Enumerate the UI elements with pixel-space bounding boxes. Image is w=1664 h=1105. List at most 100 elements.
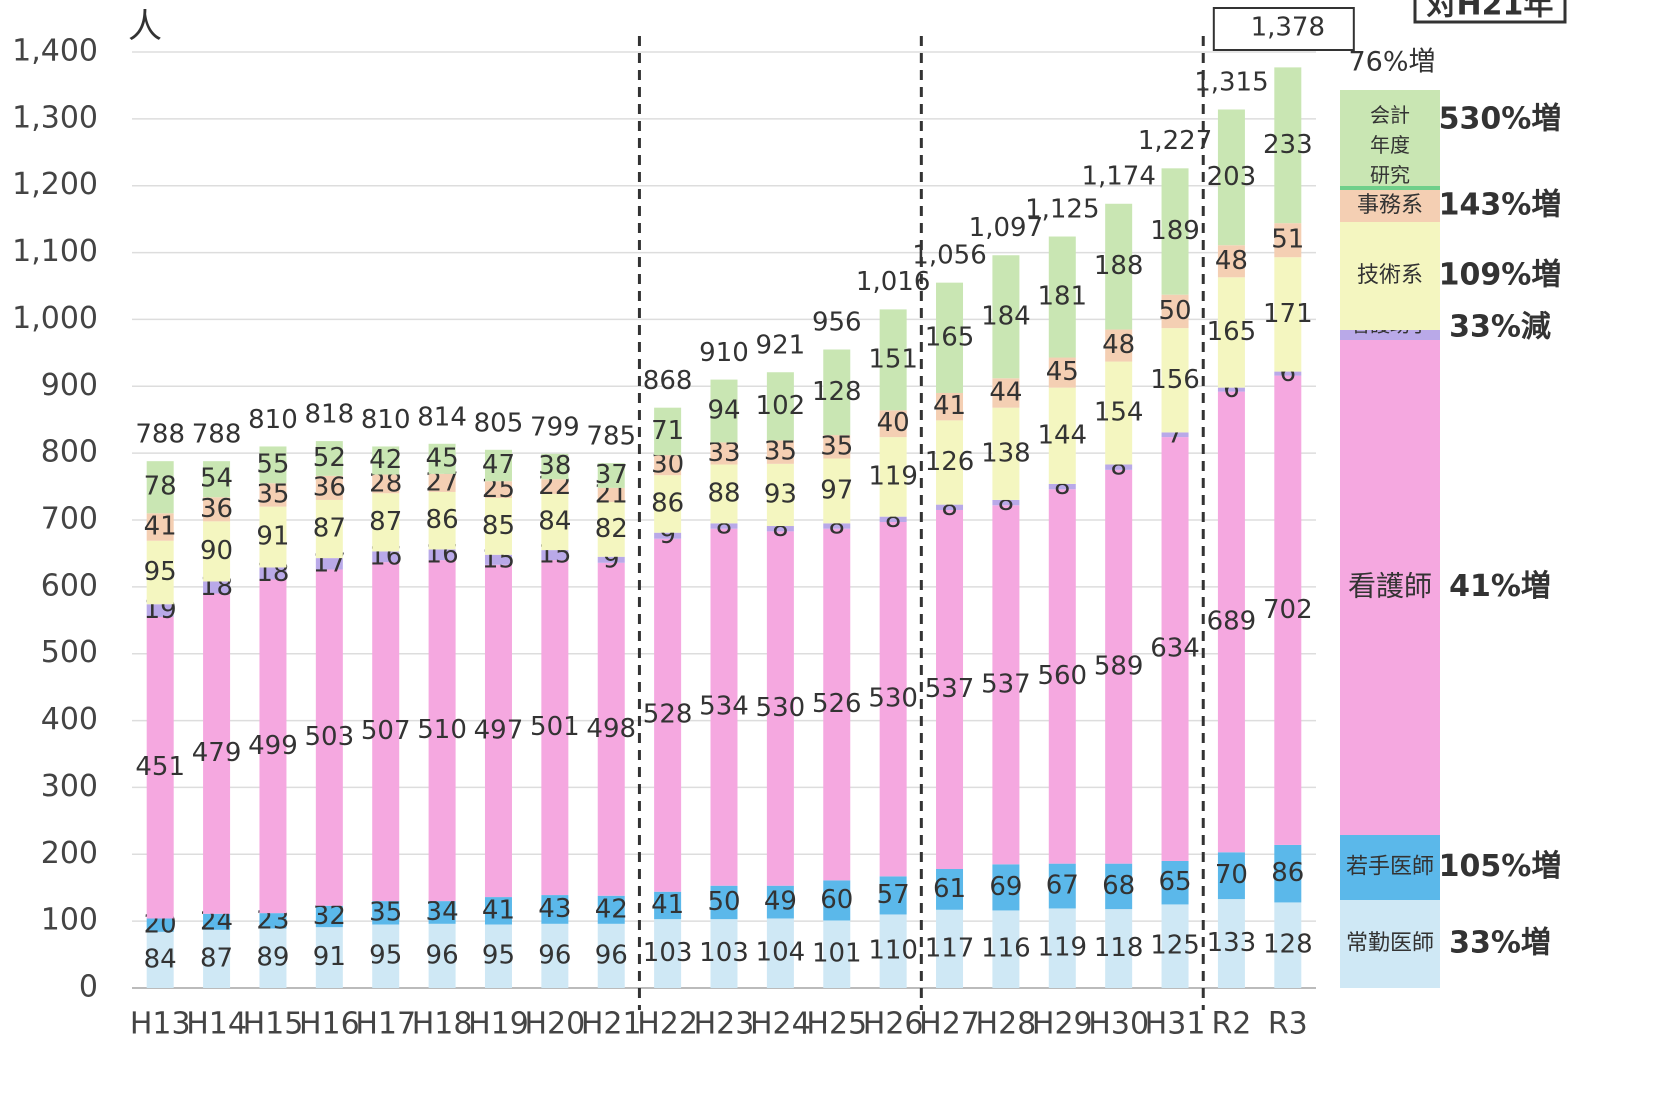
segment-label: 34: [426, 897, 459, 927]
segment-label: 203: [1207, 162, 1257, 192]
bar-segment: [654, 475, 682, 533]
segment-label: 48: [1215, 246, 1248, 276]
bar-segment: [710, 528, 738, 886]
segment-label: 93: [764, 479, 797, 509]
segment-label: 86: [426, 505, 459, 535]
segment-label: 233: [1263, 130, 1313, 160]
segment-label: 507: [361, 716, 411, 746]
segment-label: 50: [1159, 296, 1192, 326]
bar-segment: [428, 473, 456, 492]
segment-label: 125: [1150, 931, 1200, 961]
segment-label: 96: [426, 940, 459, 970]
segment-label: 96: [595, 940, 628, 970]
segment-label: 91: [313, 942, 346, 972]
bar-segment: [372, 493, 400, 552]
change-label: 143%増: [1439, 188, 1562, 223]
legend-swatch: [1340, 222, 1440, 330]
bar-segment: [428, 549, 456, 561]
bar-segment: [259, 913, 287, 929]
bar-segment: [654, 538, 682, 892]
comparison-box: [1413, 0, 1567, 24]
x-tick-label: H13: [130, 1007, 191, 1042]
segment-label: 37: [595, 460, 628, 490]
bar-segment: [597, 487, 625, 502]
segment-label: 33: [707, 438, 740, 468]
total-label: 910: [699, 338, 749, 368]
change-label: 109%増: [1439, 258, 1562, 293]
x-tick-label: H14: [186, 1007, 247, 1042]
segment-label: 499: [248, 731, 298, 761]
segment-label: 87: [313, 514, 346, 544]
segment-label: 118: [1094, 933, 1144, 963]
bar-segment: [1161, 904, 1189, 988]
segment-label: 55: [256, 449, 289, 479]
segment-label: 86: [1271, 858, 1304, 888]
segment-label: 534: [699, 692, 749, 722]
bar-segment: [541, 923, 569, 988]
segment-label: 84: [144, 944, 177, 974]
bar-segment: [597, 556, 625, 563]
segment-label: 94: [707, 396, 740, 426]
bar-segment: [766, 440, 794, 464]
bar-segment: [541, 560, 569, 896]
bar-segment: [484, 449, 512, 482]
bar-segment: [766, 372, 794, 441]
total-label: 785: [586, 422, 636, 452]
segment-label: 44: [989, 377, 1022, 407]
change-label: 41%増: [1449, 569, 1551, 604]
legend-label: 事務系: [1357, 193, 1423, 218]
change-label: 105%増: [1439, 849, 1562, 884]
bar-segment: [597, 923, 625, 988]
change-label: 33%減: [1449, 310, 1551, 345]
bar-segment: [879, 914, 907, 988]
bar-segment: [654, 407, 682, 456]
segment-label: 103: [643, 938, 693, 968]
segment-label: 41: [482, 895, 515, 925]
y-tick-label: 800: [41, 435, 98, 470]
bar-segment: [1105, 361, 1133, 465]
bar-segment: [936, 392, 964, 421]
segment-label: 156: [1150, 365, 1200, 395]
bar-segment: [1274, 223, 1302, 258]
y-tick-label: 100: [41, 903, 98, 938]
legend-swatch: [1340, 340, 1440, 835]
bar-segment: [766, 531, 794, 886]
segment-label: 82: [595, 514, 628, 544]
bar-segment: [541, 453, 569, 480]
legend-stripe: [1340, 186, 1440, 190]
bar-segment: [315, 499, 343, 559]
segment-label: 116: [981, 934, 1031, 964]
bar-segment: [484, 481, 512, 498]
bar-segment: [992, 864, 1020, 911]
segment-label: 84: [538, 507, 571, 537]
bar-segment: [315, 475, 343, 500]
bar-segment: [484, 897, 512, 925]
segment-label: 103: [699, 938, 749, 968]
bar-segment: [823, 920, 851, 988]
bar-segment: [936, 504, 964, 510]
legend-label: 常勤医師: [1346, 931, 1434, 956]
total-box: [1212, 7, 1355, 51]
bar-segment: [1105, 203, 1133, 330]
bar-segment: [1105, 464, 1133, 470]
segment-label: 45: [426, 443, 459, 473]
bar-segment: [203, 461, 231, 498]
segment-label: 78: [144, 472, 177, 502]
total-change: 76%増: [1348, 47, 1435, 78]
y-tick-label: 900: [41, 368, 98, 403]
bar-segment: [259, 567, 287, 580]
x-tick-label: H22: [637, 1007, 698, 1042]
segment-label: 54: [200, 464, 233, 494]
bar-segment: [1048, 236, 1076, 358]
segment-label: 70: [1215, 860, 1248, 890]
total-label: 868: [643, 366, 693, 396]
total-label: 805: [474, 408, 524, 438]
bar-segment: [992, 255, 1020, 379]
bar-segment: [203, 581, 231, 594]
segment-label: 52: [313, 443, 346, 473]
x-tick-label: H20: [524, 1007, 585, 1042]
segment-label: 95: [144, 557, 177, 587]
bar-segment: [1161, 437, 1189, 861]
bar-segment: [710, 442, 738, 465]
total-label: 814: [417, 402, 467, 432]
